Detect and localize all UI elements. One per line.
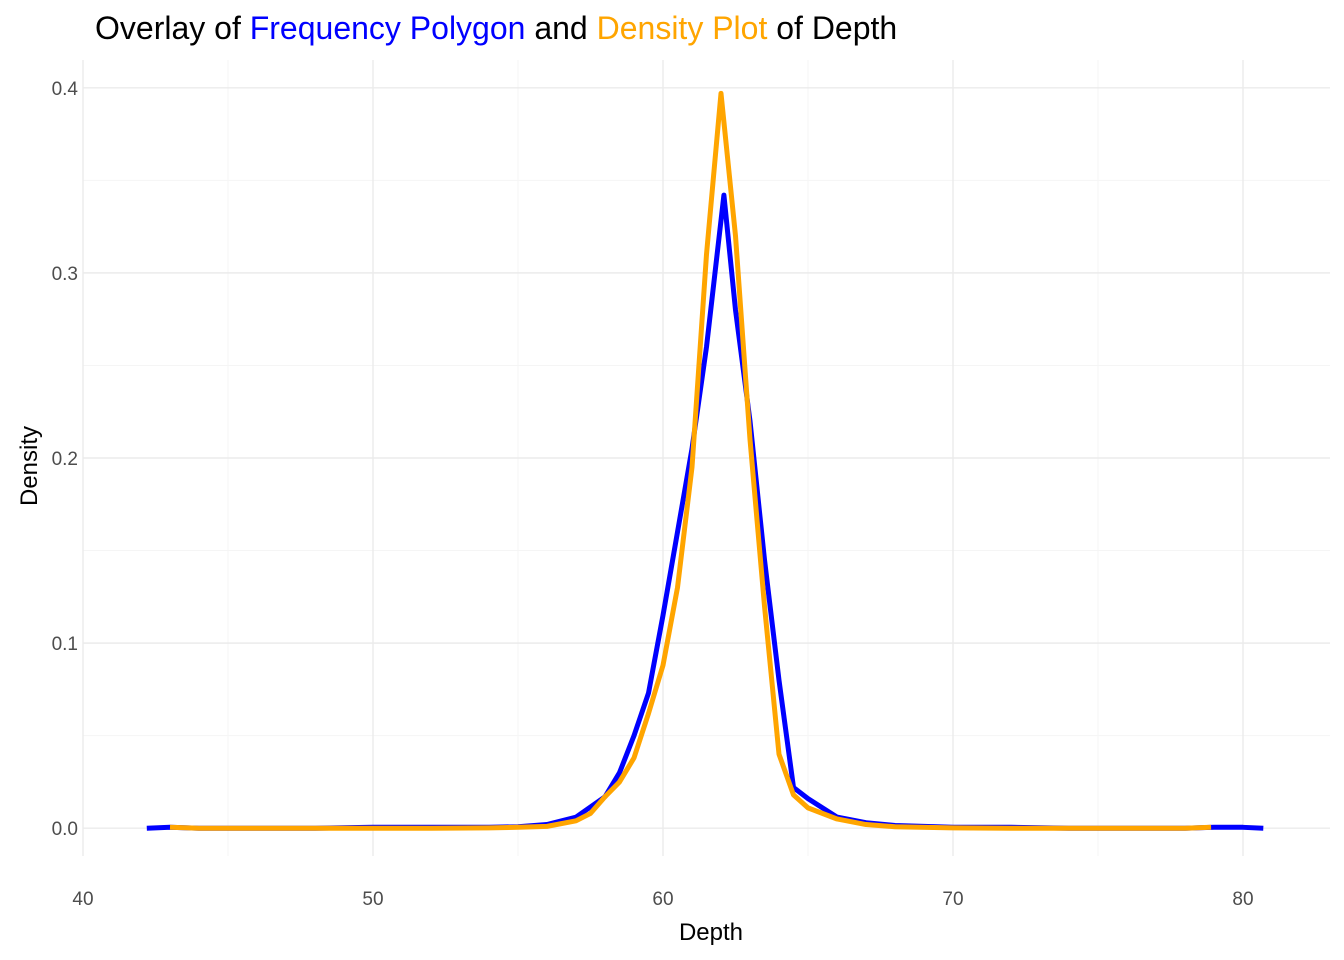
major-gridlines [82, 60, 1330, 856]
y-tick-label: 0.0 [52, 819, 78, 840]
y-tick-label: 0.2 [52, 449, 78, 470]
title-part-frequency-polygon: Frequency Polygon [249, 10, 526, 46]
chart-title: Overlay of Frequency Polygon and Density… [95, 10, 897, 47]
y-tick-label: 0.1 [52, 634, 78, 655]
x-axis-ticks: 40 50 60 70 80 [72, 889, 1253, 910]
x-tick-label: 60 [652, 889, 673, 910]
y-tick-label: 0.3 [52, 264, 78, 285]
title-part: of Depth [767, 10, 898, 46]
x-axis-label: Depth [679, 919, 743, 946]
x-tick-label: 50 [362, 889, 383, 910]
y-axis-ticks: 0.0 0.1 0.2 0.3 0.4 [52, 79, 79, 840]
y-axis-label: Density [16, 426, 43, 506]
density-plot-line [169, 90, 1212, 831]
y-tick-label: 0.4 [52, 79, 79, 100]
x-tick-label: 70 [942, 889, 963, 910]
title-part: and [525, 10, 597, 46]
x-tick-label: 40 [72, 889, 93, 910]
title-part: Overlay of [95, 10, 250, 46]
series-layer [146, 90, 1264, 831]
title-part-density-plot: Density Plot [596, 10, 768, 46]
x-tick-label: 80 [1232, 889, 1253, 910]
